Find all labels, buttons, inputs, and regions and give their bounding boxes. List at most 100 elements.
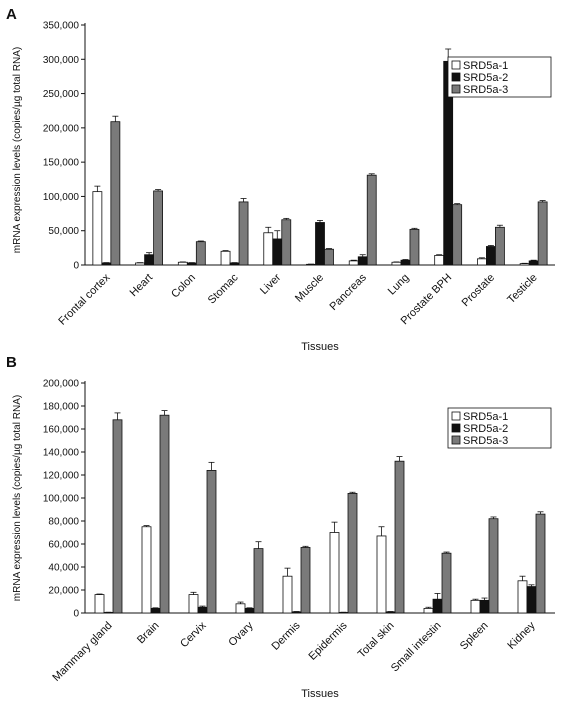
bar bbox=[101, 262, 112, 266]
x-axis-label: Tissues bbox=[301, 688, 339, 700]
y-tick-label: 140,000 bbox=[43, 448, 80, 459]
bar bbox=[409, 228, 420, 266]
category-label: Colon bbox=[169, 272, 198, 301]
y-tick-label: 300,000 bbox=[43, 55, 80, 66]
y-tick-label: 0 bbox=[73, 261, 79, 272]
category-label: Ovary bbox=[226, 619, 256, 649]
y-tick-label: 200,000 bbox=[43, 123, 80, 134]
legend-swatch bbox=[451, 423, 461, 433]
category-label: Small intestin bbox=[389, 620, 444, 675]
bar bbox=[470, 599, 481, 614]
bar bbox=[535, 513, 546, 614]
category-label: Testicle bbox=[505, 272, 539, 306]
category-label: Kidney bbox=[505, 619, 538, 652]
legend-box bbox=[447, 56, 552, 98]
bar bbox=[110, 121, 121, 266]
bar bbox=[432, 598, 443, 614]
bar bbox=[291, 611, 302, 614]
bar bbox=[272, 238, 283, 266]
y-tick-label: 80,000 bbox=[48, 517, 79, 528]
bar bbox=[92, 191, 103, 266]
bar bbox=[229, 262, 240, 266]
bar bbox=[153, 190, 163, 266]
legend-swatch bbox=[451, 60, 461, 70]
bar bbox=[144, 254, 154, 266]
bar bbox=[263, 232, 274, 266]
panel-b-chart: B 0 20,000 40,000 60,000 80,000 100,000 120,000… bbox=[6, 354, 555, 700]
bar bbox=[434, 254, 445, 266]
y-axis-label: mRNA expression levels (copies/µg total … bbox=[12, 47, 23, 253]
category-label: Brain bbox=[135, 620, 162, 647]
category-label: Mammary gland bbox=[50, 620, 114, 684]
bar bbox=[357, 256, 368, 266]
bar bbox=[244, 608, 255, 614]
bar bbox=[253, 548, 264, 614]
y-tick-label: 60,000 bbox=[48, 540, 79, 551]
category-label: Frontal cortex bbox=[56, 271, 112, 327]
bar bbox=[486, 246, 496, 266]
bar bbox=[391, 261, 402, 266]
bar bbox=[537, 201, 548, 266]
y-tick-label: 180,000 bbox=[43, 402, 80, 413]
bar bbox=[324, 248, 334, 266]
bar bbox=[177, 261, 188, 266]
bar bbox=[195, 241, 206, 266]
bar bbox=[400, 259, 411, 266]
bar bbox=[479, 599, 490, 614]
bar bbox=[385, 611, 396, 614]
bar bbox=[150, 608, 161, 614]
bar bbox=[452, 204, 463, 266]
bar bbox=[517, 580, 528, 614]
bar bbox=[348, 260, 359, 266]
y-tick-label: 20,000 bbox=[48, 586, 79, 597]
legend-entry: SRD5a-2 bbox=[463, 72, 508, 84]
bar bbox=[315, 222, 325, 266]
x-axis-label: Tissues bbox=[301, 341, 339, 353]
bar bbox=[329, 532, 340, 614]
y-tick-label: 120,000 bbox=[43, 471, 80, 482]
bar bbox=[220, 250, 231, 266]
category-label: Dermis bbox=[269, 619, 302, 652]
bar bbox=[376, 535, 387, 614]
bar bbox=[528, 260, 539, 266]
legend-entry: SRD5a-3 bbox=[463, 84, 508, 96]
bar bbox=[235, 603, 246, 614]
bar bbox=[488, 518, 499, 614]
category-label: Total skin bbox=[356, 620, 397, 661]
y-tick-label: 250,000 bbox=[43, 89, 80, 100]
bar bbox=[281, 219, 292, 266]
bar bbox=[141, 526, 152, 614]
category-label: Stomac bbox=[206, 271, 241, 306]
y-tick-label: 150,000 bbox=[43, 158, 80, 169]
y-tick-label: 40,000 bbox=[48, 563, 79, 574]
y-tick-label: 200,000 bbox=[43, 379, 80, 390]
bar bbox=[282, 575, 293, 614]
bar bbox=[112, 419, 123, 614]
legend-entry: SRD5a-3 bbox=[463, 435, 508, 447]
y-tick-label: 100,000 bbox=[43, 494, 80, 505]
legend-entry: SRD5a-1 bbox=[463, 60, 508, 72]
panel-a-chart: A 0 50,000 100,000 150,000 200,000 250,000 300,… bbox=[6, 6, 555, 353]
legend-swatch bbox=[451, 72, 461, 82]
legend-swatch bbox=[451, 435, 461, 445]
bar bbox=[441, 552, 452, 614]
bar bbox=[394, 460, 405, 614]
legend-box bbox=[447, 407, 552, 449]
legend-swatch bbox=[451, 84, 461, 94]
y-tick-label: 100,000 bbox=[43, 192, 80, 203]
bar bbox=[423, 608, 434, 614]
bar bbox=[477, 258, 487, 266]
bar bbox=[526, 586, 537, 614]
category-label: Spleen bbox=[458, 620, 491, 653]
y-tick-label: 350,000 bbox=[43, 21, 80, 32]
bar bbox=[495, 226, 505, 266]
y-axis-label: mRNA expression levels (copies/µg total … bbox=[12, 395, 23, 601]
category-label: Cervix bbox=[178, 619, 209, 650]
category-label: Epidermis bbox=[307, 619, 350, 662]
category-label: Liver bbox=[258, 271, 284, 297]
legend-entry: SRD5a-2 bbox=[463, 423, 508, 435]
bar bbox=[206, 469, 217, 614]
category-label: Prostate bbox=[460, 272, 497, 309]
